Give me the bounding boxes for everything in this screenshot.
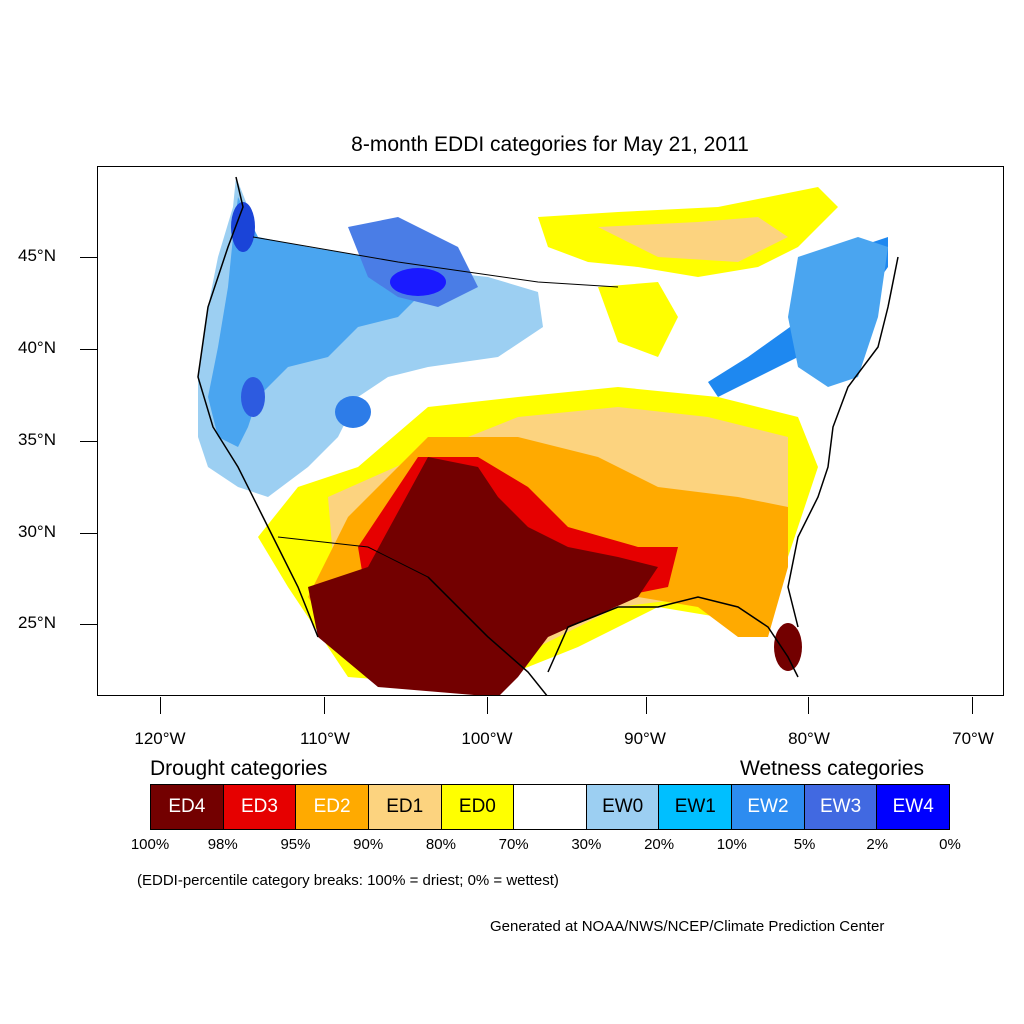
lat-label-25: 25°N	[18, 613, 56, 632]
legend-category-ew0: EW0	[586, 785, 660, 829]
dry-region-michigan	[598, 282, 678, 357]
lon-tick	[972, 697, 973, 714]
legend-break-label: 2%	[866, 836, 889, 853]
lon-tick	[646, 697, 647, 714]
legend-category-neutral	[514, 785, 587, 829]
legend-break-label: 30%	[571, 836, 602, 853]
legend-category-ed3: ED3	[223, 785, 297, 829]
legend-category-ed4: ED4	[151, 785, 224, 829]
wet-region-new-england	[788, 237, 888, 387]
legend-break-label: 95%	[280, 836, 311, 853]
category-note: (EDDI-percentile category breaks: 100% =…	[137, 872, 559, 889]
eddi-map	[97, 166, 1004, 696]
border-canada	[252, 236, 619, 288]
legend-category-ew4: EW4	[877, 785, 950, 829]
legend-wetness-heading: Wetness categories	[740, 757, 925, 780]
wet-patch-montana	[390, 268, 446, 296]
coastline-east	[787, 256, 899, 628]
lat-tick	[80, 624, 97, 625]
legend-break-label: 0%	[939, 836, 961, 853]
dry-patch-florida	[774, 623, 802, 671]
lat-tick	[80, 441, 97, 442]
border-mexico	[277, 536, 489, 638]
legend-break-label: 70%	[498, 836, 529, 853]
legend-break-label: 100%	[130, 836, 170, 853]
legend-break-label: 10%	[716, 836, 747, 853]
legend-break-label: 20%	[644, 836, 675, 853]
legend-break-label: 5%	[793, 836, 816, 853]
legend-category-ed2: ED2	[296, 785, 369, 829]
lon-label-120: 120°W	[134, 729, 186, 748]
wet-patch-nevada	[241, 377, 265, 417]
lat-label-35: 35°N	[18, 430, 56, 449]
legend-category-ew3: EW3	[804, 785, 878, 829]
lat-label-30: 30°N	[18, 522, 56, 541]
legend-break-label: 80%	[425, 836, 456, 853]
lat-tick	[80, 257, 97, 258]
legend-color-bar: ED4 ED3 ED2 ED1 ED0 EW0 EW1 EW2 EW3 EW4	[150, 784, 950, 830]
lon-tick	[808, 697, 809, 714]
lon-tick	[487, 697, 488, 714]
legend-break-label: 90%	[353, 836, 384, 853]
lat-tick	[80, 349, 97, 350]
dry-region-ed4	[308, 457, 658, 695]
credit-line: Generated at NOAA/NWS/NCEP/Climate Predi…	[490, 918, 885, 935]
legend-break-label: 98%	[207, 836, 238, 853]
lon-tick	[160, 697, 161, 714]
wet-patch-washington	[231, 202, 255, 252]
lon-label-80: 80°W	[788, 729, 830, 748]
legend-category-ed0: ED0	[441, 785, 515, 829]
legend-category-ew2: EW2	[732, 785, 805, 829]
dry-region-canada-inner	[598, 217, 788, 262]
lon-label-110: 110°W	[300, 729, 350, 748]
lon-label-90: 90°W	[624, 729, 666, 748]
wet-patch-utah	[335, 396, 371, 428]
map-title: 8-month EDDI categories for May 21, 2011	[351, 133, 749, 156]
lat-label-40: 40°N	[18, 338, 56, 357]
lat-tick	[80, 533, 97, 534]
lon-label-70: 70°W	[952, 729, 994, 748]
lon-tick	[324, 697, 325, 714]
coastline-west	[197, 176, 319, 638]
lon-label-100: 100°W	[461, 729, 513, 748]
lat-label-45: 45°N	[18, 246, 56, 265]
legend-category-ed1: ED1	[368, 785, 442, 829]
legend-category-ew1: EW1	[659, 785, 733, 829]
map-canvas	[197, 176, 899, 695]
legend-drought-heading: Drought categories	[150, 757, 328, 780]
